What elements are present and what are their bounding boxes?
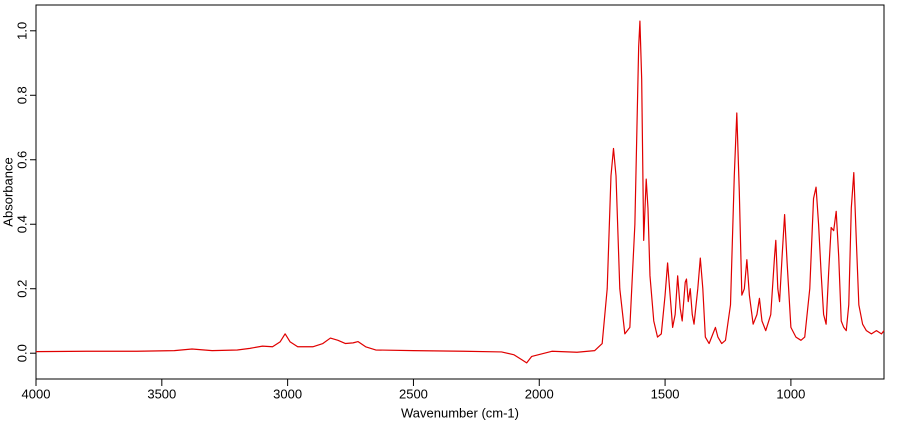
x-tick-label: 2500	[399, 386, 428, 401]
spectrum-line	[35, 20, 885, 364]
x-axis-label: Wavenumber (cm-1)	[401, 405, 519, 420]
y-tick-label: 0.4	[14, 215, 29, 233]
x-tick-label: 1500	[651, 386, 680, 401]
y-tick-label: 0.0	[14, 344, 29, 362]
x-tick-label: 4000	[22, 386, 51, 401]
x-tick-label: 3500	[147, 386, 176, 401]
x-tick-label: 2000	[525, 386, 554, 401]
x-tick-label: 1000	[776, 386, 805, 401]
y-tick-label: 1.0	[14, 22, 29, 40]
y-tick-label: 0.2	[14, 280, 29, 298]
y-tick-label: 0.8	[14, 86, 29, 104]
y-tick-label: 0.6	[14, 151, 29, 169]
plot-frame	[35, 4, 885, 380]
x-tick-label: 3000	[273, 386, 302, 401]
y-axis-label: Absorbance	[0, 157, 15, 226]
